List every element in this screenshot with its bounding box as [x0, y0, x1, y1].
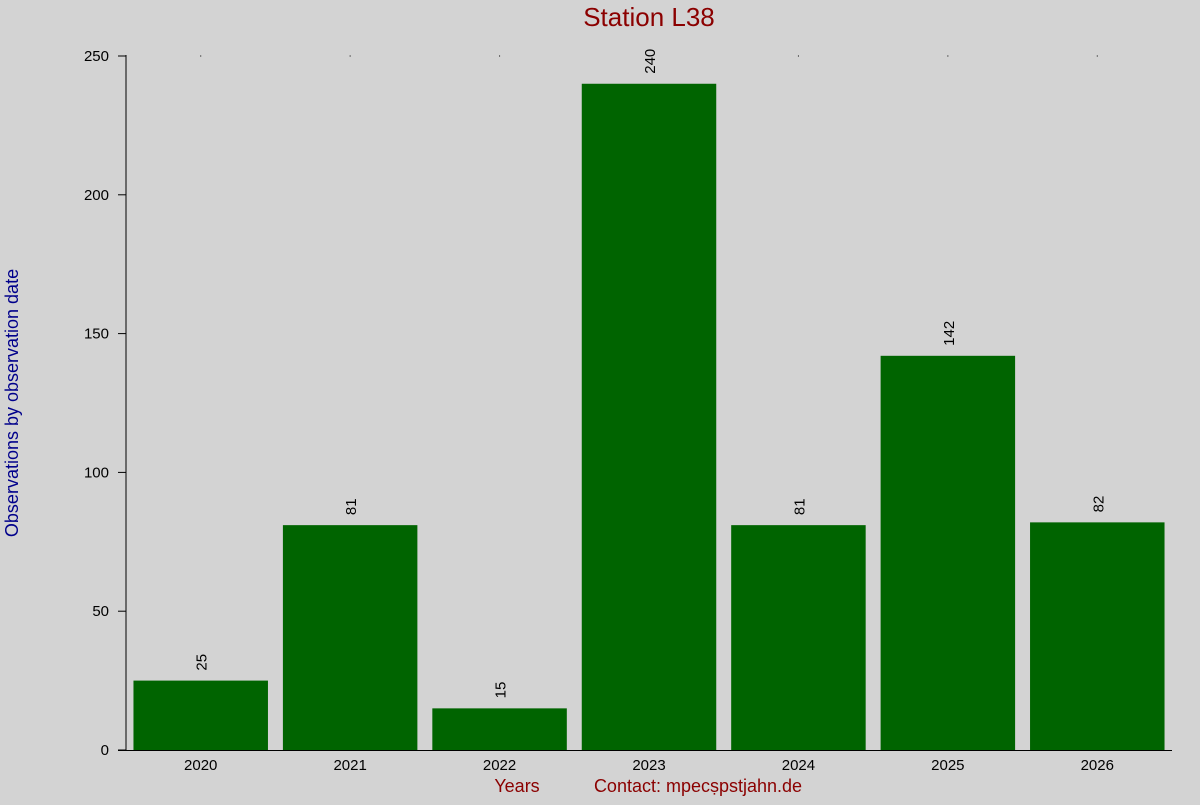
y-axis-label: Observations by observation date [2, 269, 22, 537]
top-tick-marker [648, 55, 650, 57]
top-tick-marker [349, 55, 351, 57]
data-label-2020: 25 [194, 654, 211, 671]
data-label-2026: 82 [1090, 496, 1107, 513]
x-tick-label-2026: 2026 [1081, 757, 1114, 774]
y-tick-label-250: 250 [84, 48, 109, 65]
bar-2020 [133, 680, 268, 750]
bar-2025 [880, 355, 1016, 750]
x-tick-label-2022: 2022 [483, 757, 516, 774]
y-tick-label-100: 100 [84, 464, 109, 481]
footer-contact: Contact: mpecṣpstjahn.de [594, 776, 802, 796]
x-tick-label-2023: 2023 [632, 757, 665, 774]
data-label-2021: 81 [343, 498, 360, 515]
top-tick-marker [797, 55, 799, 57]
data-label-2022: 15 [493, 682, 510, 699]
bar-2022 [432, 708, 567, 750]
y-tick-label-50: 50 [92, 603, 109, 620]
bar-2026 [1030, 522, 1165, 750]
x-tick-label-2024: 2024 [782, 757, 815, 774]
bar-2021 [282, 525, 418, 750]
top-tick-marker [499, 55, 501, 57]
data-label-2023: 240 [642, 49, 659, 74]
top-tick-marker [947, 55, 949, 57]
x-tick-label-2025: 2025 [931, 757, 964, 774]
top-tick-marker [1096, 55, 1098, 57]
y-tick-label-200: 200 [84, 187, 109, 204]
top-tick-marker [200, 55, 202, 57]
x-axis-label: Years [494, 776, 539, 796]
data-label-2024: 81 [791, 498, 808, 515]
x-tick-label-2020: 2020 [184, 757, 217, 774]
data-label-2025: 142 [941, 321, 958, 346]
chart-title: Station L38 [583, 2, 715, 32]
x-tick-label-2021: 2021 [333, 757, 366, 774]
bar-2023 [581, 83, 717, 750]
plot-area: 25 2020 81 2021 15 2022 240 2023 81 2024 142 2025 82… [84, 48, 1172, 774]
y-tick-label-150: 150 [84, 326, 109, 343]
bar-2024 [731, 525, 866, 750]
y-tick-label-0: 0 [101, 742, 109, 759]
